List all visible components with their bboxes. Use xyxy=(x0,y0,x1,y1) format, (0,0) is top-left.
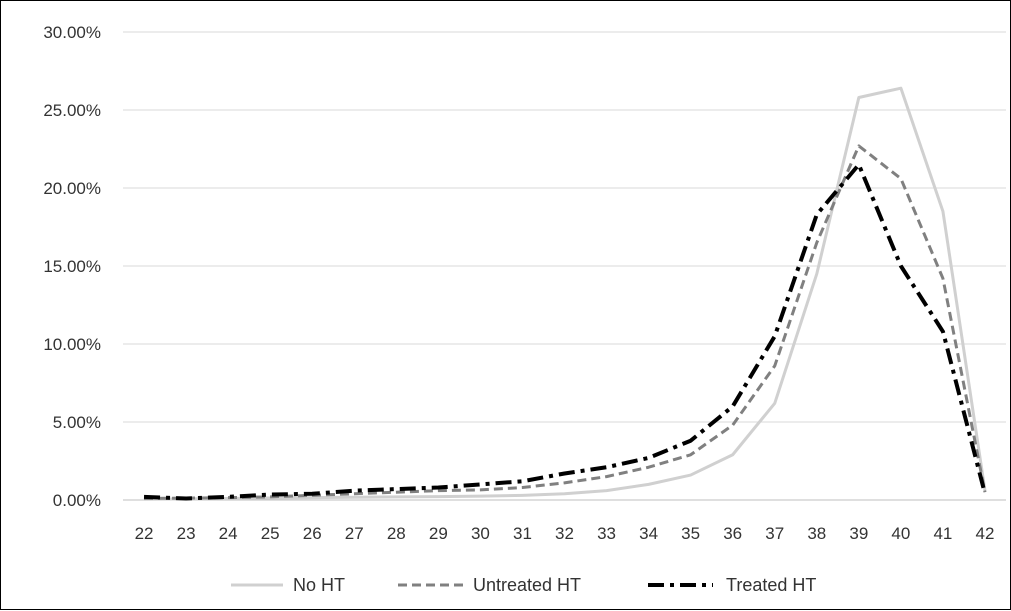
gridlines xyxy=(123,31,1006,423)
x-tick-label: 35 xyxy=(681,524,700,543)
x-tick-label: 29 xyxy=(429,524,448,543)
x-tick-label: 33 xyxy=(597,524,616,543)
y-tick-label: 5.00% xyxy=(53,413,101,432)
x-tick-label: 39 xyxy=(849,524,868,543)
x-tick-label: 36 xyxy=(723,524,742,543)
x-tick-label: 26 xyxy=(303,524,322,543)
x-tick-label: 38 xyxy=(807,524,826,543)
x-tick-label: 34 xyxy=(639,524,658,543)
series-line-treated-ht xyxy=(143,162,987,501)
x-tick-label: 23 xyxy=(177,524,196,543)
x-tick-label: 37 xyxy=(765,524,784,543)
x-tick-label: 40 xyxy=(891,524,910,543)
y-tick-label: 30.00% xyxy=(43,23,101,42)
x-tick-label: 32 xyxy=(555,524,574,543)
x-tick-label: 41 xyxy=(933,524,952,543)
y-axis-tick-labels: 0.00% 5.00% 10.00% 15.00% 20.00% 25.00% 30.00% xyxy=(43,23,101,510)
x-tick-label: 30 xyxy=(471,524,490,543)
y-tick-label: 10.00% xyxy=(43,335,101,354)
series-lines xyxy=(143,86,987,501)
x-tick-label: 24 xyxy=(219,524,238,543)
x-tick-label: 25 xyxy=(261,524,280,543)
x-tick-label: 27 xyxy=(345,524,364,543)
series-line-no-ht xyxy=(144,86,987,501)
x-tick-label: 31 xyxy=(513,524,532,543)
y-tick-label: 20.00% xyxy=(43,179,101,198)
x-tick-label: 22 xyxy=(135,524,154,543)
legend: No HT Untreated HT Treated HT xyxy=(231,575,816,595)
legend-label: Treated HT xyxy=(726,575,816,595)
y-tick-label: 15.00% xyxy=(43,257,101,276)
legend-label: No HT xyxy=(293,575,345,595)
x-axis-tick-labels: 22 23 24 25 26 27 28 29 30 31 32 33 34 35 36 37 38 39 40 41… xyxy=(135,524,995,543)
y-tick-label: 0.00% xyxy=(53,491,101,510)
x-tick-label: 28 xyxy=(387,524,406,543)
x-tick-label: 42 xyxy=(976,524,995,543)
y-tick-label: 25.00% xyxy=(43,101,101,120)
legend-label: Untreated HT xyxy=(473,575,581,595)
series-line-untreated-ht xyxy=(144,144,987,500)
